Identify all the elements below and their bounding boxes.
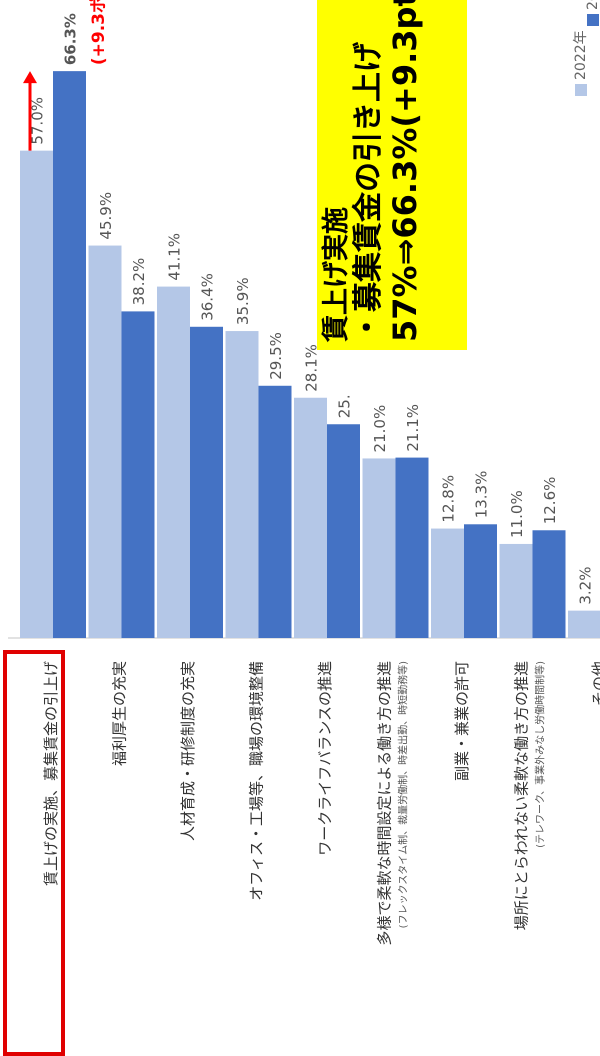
highlight-box	[3, 650, 65, 1056]
highlight-arrow-head	[23, 71, 37, 84]
bar-0-7	[499, 543, 533, 638]
callout-line-1: 賃上げ実施	[321, 207, 352, 342]
bar-0-1	[88, 245, 122, 638]
legend-item-2022: 2022年	[570, 30, 590, 96]
bar-0-4	[294, 397, 327, 638]
value-label-0-7: 11.0%	[508, 490, 526, 538]
value-label-0-3: 35.9%	[234, 277, 252, 325]
category-label-8: その他	[590, 661, 600, 706]
category-sublabel-5: (フレックスタイム制、裁量労働制、時差出勤、時短勤務等)	[397, 661, 410, 928]
callout-box: 賃上げ実施 ・募集賃金の引き上げ 57%⇒66.3%(+9.3pt	[317, 0, 467, 350]
bar-0-2	[157, 286, 190, 638]
bar-1-3	[258, 385, 292, 638]
value-label-1-0: 66.3%	[62, 13, 80, 65]
legend-swatch-2022	[575, 84, 587, 96]
bar-0-5	[362, 458, 396, 638]
category-label-2: 人材育成・研修制度の充実	[179, 661, 197, 841]
bar-1-1	[121, 311, 155, 638]
category-label-7: 場所にとらわれない柔軟な働き方の推進	[513, 661, 531, 930]
category-sublabel-7: (テレワーク、事業外みなし労働時間制等)	[534, 661, 547, 848]
bar-0-8	[568, 610, 600, 638]
category-label-5: 多様で柔軟な時間設定による働き方の推進	[376, 661, 394, 946]
bar-0-6	[431, 528, 464, 638]
value-label-0-0: 57.0%	[29, 97, 47, 145]
bar-1-2	[190, 326, 223, 638]
bar-0-0	[20, 150, 53, 638]
value-label-0-5: 21.0%	[371, 405, 389, 453]
value-label-1-4: 25.	[336, 394, 354, 418]
value-label-0-1: 45.9%	[97, 192, 115, 240]
legend-label-2023: 2023	[585, 0, 600, 10]
bar-1-6	[464, 524, 497, 638]
legend-swatch-2023	[587, 14, 599, 26]
value-label-1-1: 38.2%	[130, 258, 148, 306]
value-label-0-8: 3.2%	[577, 567, 595, 605]
bar-1-0	[53, 71, 86, 638]
value-label-1-5: 21.1%	[404, 404, 422, 452]
bar-1-7	[532, 530, 566, 638]
value-label-1-3: 29.5%	[267, 332, 285, 380]
category-label-6: 副業・兼業の許可	[453, 661, 471, 781]
callout-line-3: 57%⇒66.3%(+9.3pt	[385, 0, 424, 342]
category-label-4: ワークライフバランスの推進	[316, 661, 334, 856]
value-label-1-7: 12.6%	[541, 477, 559, 525]
highlight-change-label: (+9.3ポイント)	[88, 0, 109, 65]
bar-1-4	[327, 424, 360, 638]
bar-1-5	[395, 457, 429, 638]
value-label-0-6: 12.8%	[440, 475, 458, 523]
value-label-0-2: 41.1%	[166, 233, 184, 281]
legend-item-2023: 2023	[585, 0, 600, 26]
category-label-0: 賃上げの実施、募集賃金の引上げ	[42, 661, 60, 886]
value-label-0-4: 28.1%	[303, 344, 321, 392]
bar-0-3	[225, 331, 259, 638]
category-label-3: オフィス・工場等、職場の環境整備	[248, 661, 266, 901]
legend-label-2022: 2022年	[573, 30, 589, 80]
category-label-1: 福利厚生の充実	[111, 661, 129, 766]
callout-line-2: ・募集賃金の引き上げ	[351, 42, 387, 342]
value-label-1-2: 36.4%	[199, 273, 217, 321]
value-label-1-6: 13.3%	[473, 471, 491, 519]
